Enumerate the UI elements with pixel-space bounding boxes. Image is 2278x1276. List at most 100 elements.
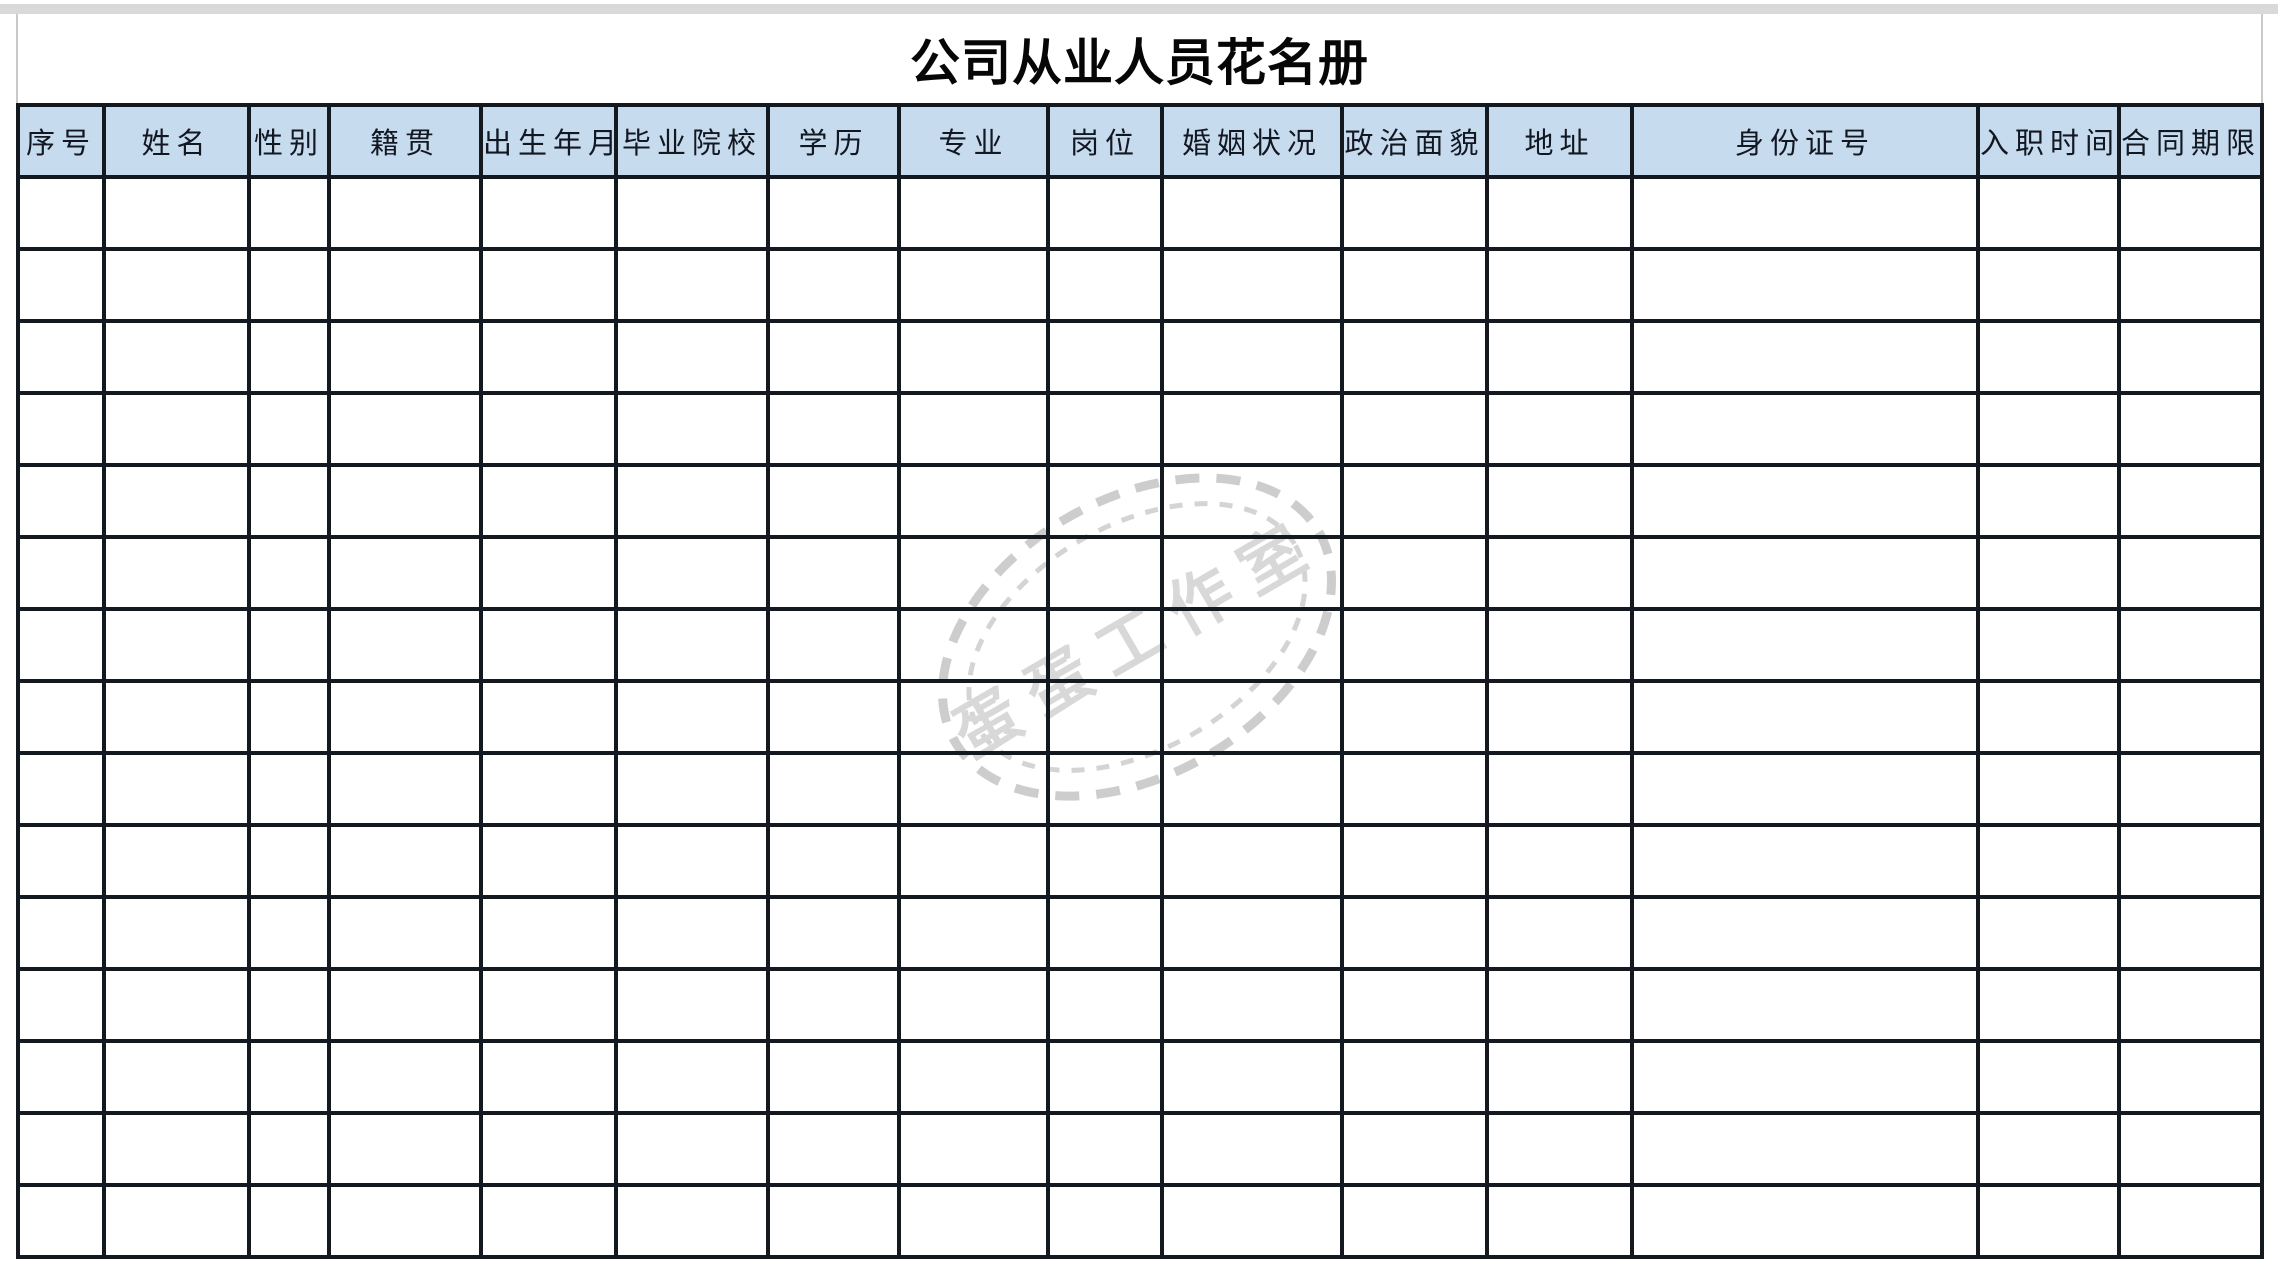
table-cell-position — [1046, 319, 1164, 395]
table-cell-gender — [247, 1183, 331, 1259]
table-cell-political-status — [1340, 751, 1489, 827]
column-header-graduate-school: 毕业院校 — [614, 103, 770, 179]
header-row: 序号 姓名 性别 籍贯 出生年月 毕业院校 学历 专业 岗位 婚姻状况 政治面貌 地址 身份证号 入职时间… — [16, 103, 2264, 179]
table-row — [16, 679, 2264, 755]
table-cell-birth-date — [479, 463, 618, 539]
table-cell-native-place — [327, 463, 483, 539]
table-cell-hire-date — [1976, 463, 2121, 539]
table-cell-marital-status — [1160, 1111, 1344, 1187]
table-cell-name — [102, 1111, 251, 1187]
table-cell-political-status — [1340, 1111, 1489, 1187]
table-cell-graduate-school — [614, 319, 770, 395]
table-cell-native-place — [327, 751, 483, 827]
table-cell-education — [766, 1039, 901, 1115]
table-cell-marital-status — [1160, 751, 1344, 827]
table-cell-birth-date — [479, 967, 618, 1043]
table-cell-native-place — [327, 1039, 483, 1115]
table-cell-id-number — [1630, 823, 1980, 899]
table-cell-serial-number — [16, 535, 106, 611]
table-row — [16, 463, 2264, 539]
table-cell-marital-status — [1160, 535, 1344, 611]
table-cell-position — [1046, 175, 1164, 251]
table-cell-native-place — [327, 319, 483, 395]
table-cell-serial-number — [16, 679, 106, 755]
table-cell-id-number — [1630, 895, 1980, 971]
table-cell-address — [1485, 319, 1634, 395]
table-cell-graduate-school — [614, 751, 770, 827]
table-cell-id-number — [1630, 535, 1980, 611]
table-cell-position — [1046, 1183, 1164, 1259]
table-cell-address — [1485, 535, 1634, 611]
table-cell-education — [766, 175, 901, 251]
table-cell-hire-date — [1976, 319, 2121, 395]
table-cell-marital-status — [1160, 895, 1344, 971]
table-cell-political-status — [1340, 895, 1489, 971]
table-cell-birth-date — [479, 895, 618, 971]
table-cell-native-place — [327, 679, 483, 755]
column-header-address: 地址 — [1485, 103, 1634, 179]
table-cell-education — [766, 679, 901, 755]
table-cell-address — [1485, 823, 1634, 899]
table-cell-marital-status — [1160, 175, 1344, 251]
table-cell-position — [1046, 895, 1164, 971]
table-cell-native-place — [327, 823, 483, 899]
table-cell-hire-date — [1976, 679, 2121, 755]
table-cell-contract-term — [2117, 463, 2264, 539]
column-header-gender: 性别 — [247, 103, 331, 179]
table-cell-political-status — [1340, 247, 1489, 323]
table-cell-hire-date — [1976, 1039, 2121, 1115]
table-cell-political-status — [1340, 1183, 1489, 1259]
table-cell-contract-term — [2117, 391, 2264, 467]
table-cell-education — [766, 823, 901, 899]
table-cell-position — [1046, 463, 1164, 539]
table-cell-birth-date — [479, 247, 618, 323]
table-cell-serial-number — [16, 175, 106, 251]
table-cell-major — [897, 1039, 1050, 1115]
page-title: 公司从业人员花名册 — [910, 32, 1369, 92]
table-cell-serial-number — [16, 751, 106, 827]
table-cell-birth-date — [479, 175, 618, 251]
table-cell-contract-term — [2117, 607, 2264, 683]
table-cell-contract-term — [2117, 751, 2264, 827]
table-cell-address — [1485, 607, 1634, 683]
table-row — [16, 1183, 2264, 1259]
table-cell-political-status — [1340, 967, 1489, 1043]
table-cell-native-place — [327, 895, 483, 971]
table-cell-gender — [247, 463, 331, 539]
table-cell-contract-term — [2117, 535, 2264, 611]
table-cell-serial-number — [16, 391, 106, 467]
table-cell-native-place — [327, 1111, 483, 1187]
column-header-native-place: 籍贯 — [327, 103, 483, 179]
table-cell-name — [102, 679, 251, 755]
table-cell-serial-number — [16, 319, 106, 395]
table-cell-graduate-school — [614, 679, 770, 755]
table-cell-hire-date — [1976, 823, 2121, 899]
table-cell-serial-number — [16, 1039, 106, 1115]
table-cell-graduate-school — [614, 1111, 770, 1187]
table-cell-id-number — [1630, 607, 1980, 683]
table-cell-hire-date — [1976, 391, 2121, 467]
table-cell-birth-date — [479, 1183, 618, 1259]
table-cell-name — [102, 823, 251, 899]
table-cell-contract-term — [2117, 1111, 2264, 1187]
table-cell-marital-status — [1160, 1039, 1344, 1115]
table-cell-serial-number — [16, 607, 106, 683]
table-cell-address — [1485, 1039, 1634, 1115]
table-cell-marital-status — [1160, 319, 1344, 395]
table-cell-gender — [247, 967, 331, 1043]
table-cell-serial-number — [16, 895, 106, 971]
table-cell-address — [1485, 1111, 1634, 1187]
table-cell-education — [766, 319, 901, 395]
table-cell-gender — [247, 319, 331, 395]
table-cell-serial-number — [16, 463, 106, 539]
table-cell-graduate-school — [614, 463, 770, 539]
title-bar: 公司从业人员花名册 — [16, 14, 2263, 103]
table-cell-major — [897, 391, 1050, 467]
table-cell-major — [897, 895, 1050, 971]
table-cell-hire-date — [1976, 607, 2121, 683]
table-cell-hire-date — [1976, 751, 2121, 827]
table-row — [16, 1039, 2264, 1115]
table-cell-name — [102, 463, 251, 539]
table-cell-position — [1046, 607, 1164, 683]
